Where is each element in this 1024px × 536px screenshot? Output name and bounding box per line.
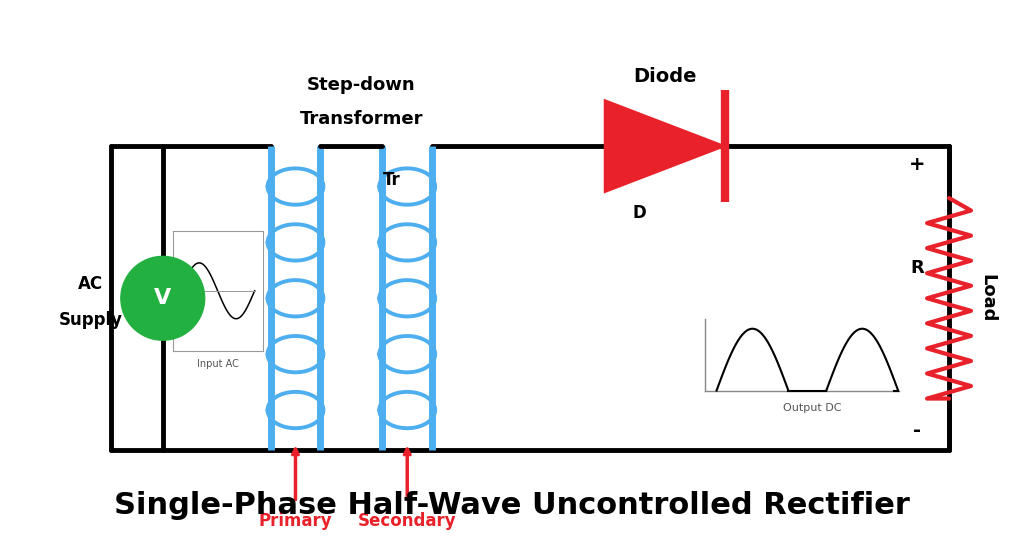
Text: R: R — [910, 259, 924, 277]
Text: Transformer: Transformer — [300, 110, 423, 128]
Text: Diode: Diode — [633, 67, 696, 86]
Text: Primary: Primary — [259, 512, 333, 530]
Text: Tr: Tr — [382, 171, 400, 189]
Text: Input AC: Input AC — [197, 359, 239, 369]
Text: AC: AC — [79, 276, 103, 293]
Text: D: D — [633, 204, 646, 222]
Polygon shape — [605, 100, 725, 192]
Text: Load: Load — [978, 274, 996, 323]
Text: +: + — [909, 154, 926, 174]
Text: Secondary: Secondary — [358, 512, 457, 530]
Text: Step-down: Step-down — [307, 76, 416, 94]
Text: Output DC: Output DC — [782, 403, 841, 413]
Text: Single-Phase Half-Wave Uncontrolled Rectifier: Single-Phase Half-Wave Uncontrolled Rect… — [114, 491, 910, 520]
Text: Supply: Supply — [59, 311, 123, 329]
Text: V: V — [155, 288, 171, 308]
Text: -: - — [913, 421, 922, 440]
Circle shape — [121, 256, 205, 340]
